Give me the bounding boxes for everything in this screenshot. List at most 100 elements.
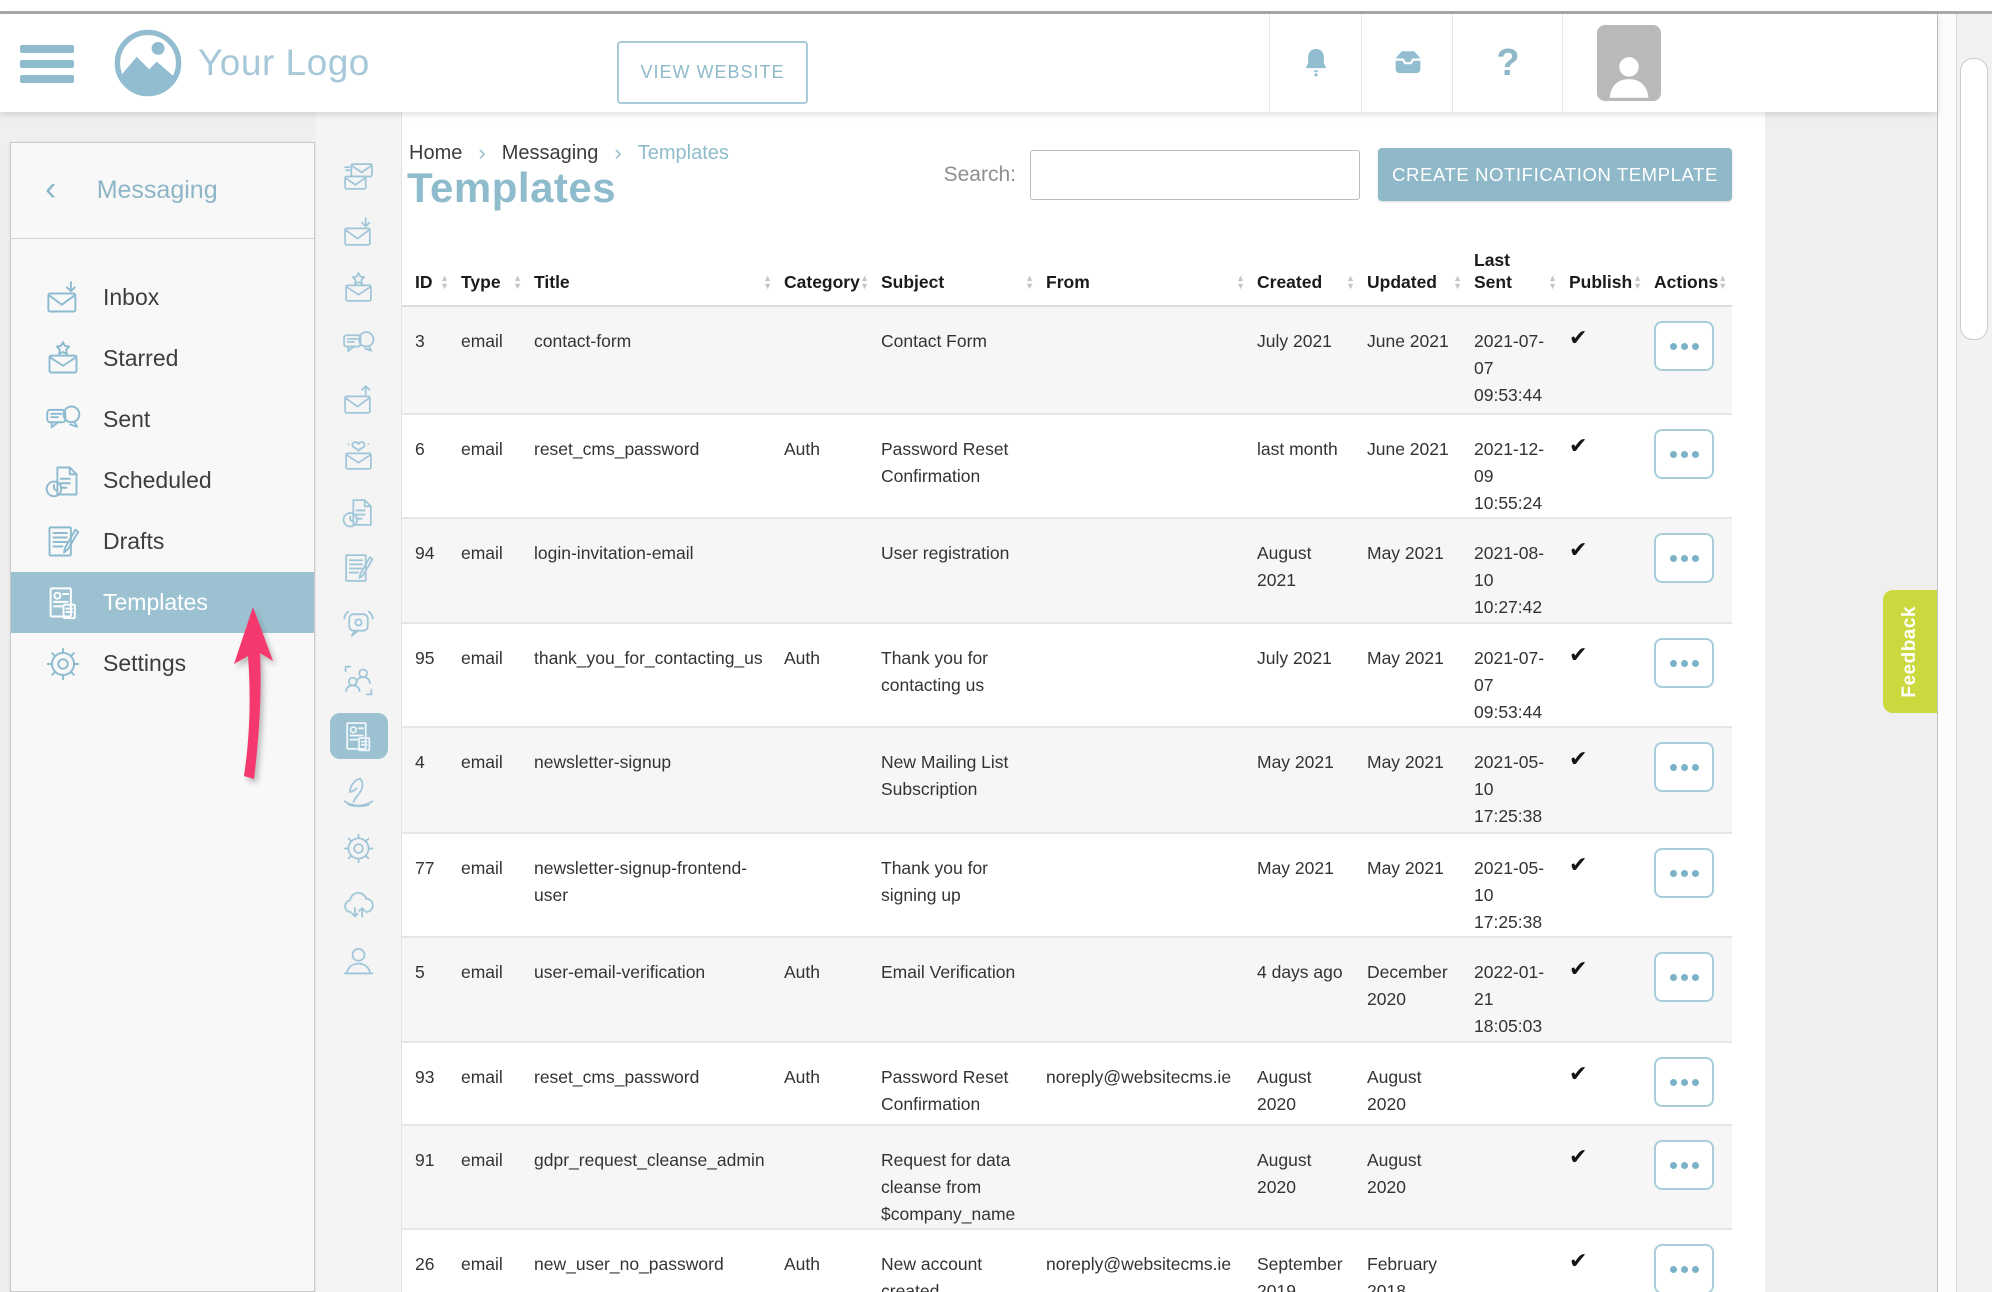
- sidebar-item-sent[interactable]: Sent: [11, 389, 314, 450]
- row-actions-button[interactable]: [1654, 429, 1714, 479]
- cell-from: [1046, 1126, 1257, 1228]
- row-actions-button[interactable]: [1654, 1244, 1714, 1292]
- column-header-publish[interactable]: Publish ▲ ▼: [1569, 272, 1642, 292]
- column-header-created[interactable]: Created ▲ ▼: [1257, 272, 1355, 292]
- settings-icon: [343, 833, 374, 863]
- cell-title: newsletter-signup-frontend-user: [534, 858, 748, 905]
- cell-title: new_user_no_password: [534, 1254, 724, 1274]
- rail-item-cloud-sync[interactable]: [330, 876, 388, 932]
- rail-item-outbox[interactable]: [330, 372, 388, 428]
- rail-item-contacts[interactable]: [330, 652, 388, 708]
- help-button[interactable]: ?: [1452, 14, 1563, 112]
- row-actions-button[interactable]: [1654, 533, 1714, 583]
- cell-from: [1046, 519, 1257, 622]
- create-notification-template-button[interactable]: CREATE NOTIFICATION TEMPLATE: [1378, 148, 1732, 201]
- sort-icon[interactable]: ▲ ▼: [513, 273, 522, 291]
- sort-icon[interactable]: ▲ ▼: [1453, 273, 1462, 291]
- cell-category: [784, 728, 881, 832]
- feedback-tab[interactable]: Feedback: [1883, 590, 1937, 713]
- scrollbar-thumb[interactable]: [1960, 58, 1988, 340]
- table-row: 5 email user-email-verification Auth Email V…: [402, 936, 1732, 1041]
- publish-check-icon: ✔: [1569, 1061, 1588, 1086]
- column-header-actions[interactable]: Actions ▲ ▼: [1654, 272, 1728, 292]
- inbox-tray-button[interactable]: [1361, 14, 1453, 112]
- column-header-category[interactable]: Category ▲ ▼: [784, 272, 869, 292]
- column-header-updated[interactable]: Updated ▲ ▼: [1367, 272, 1462, 292]
- cell-updated: May 2021: [1367, 752, 1444, 772]
- sidebar-item-starred[interactable]: Starred: [11, 328, 314, 389]
- app-header: Your Logo VIEW WEBSITE ?: [0, 14, 1937, 112]
- rail-item-messages[interactable]: [330, 148, 388, 204]
- search-input[interactable]: [1030, 149, 1360, 200]
- sidebar-item-settings[interactable]: Settings: [11, 633, 314, 694]
- breadcrumb-item-home[interactable]: Home: [409, 141, 463, 164]
- signature-icon: [343, 777, 374, 807]
- cell-id: 5: [415, 962, 425, 982]
- logo[interactable]: Your Logo: [112, 27, 370, 99]
- column-header-id[interactable]: ID ▲ ▼: [415, 272, 449, 292]
- cell-updated: August 2020: [1367, 1067, 1422, 1114]
- cell-created: July 2021: [1257, 648, 1332, 668]
- rail-item-sent[interactable]: [330, 316, 388, 372]
- sort-icon[interactable]: ▲ ▼: [1025, 273, 1034, 291]
- breadcrumb-item-templates[interactable]: Templates: [637, 141, 729, 164]
- settings-icon: [46, 647, 80, 680]
- rail-item-inbox[interactable]: [330, 204, 388, 260]
- sidebar-back[interactable]: ‹ Messaging: [11, 143, 314, 239]
- sidebar-item-inbox[interactable]: Inbox: [11, 267, 314, 328]
- rail-item-settings[interactable]: [330, 820, 388, 876]
- sort-icon[interactable]: ▲ ▼: [1346, 273, 1355, 291]
- column-header-from[interactable]: From ▲ ▼: [1046, 272, 1245, 292]
- cell-subject: Password Reset Confirmation: [881, 439, 1009, 486]
- cell-last_sent: 2021-05-10 17:25:38: [1474, 858, 1545, 932]
- row-actions-button[interactable]: [1654, 952, 1714, 1002]
- sort-icon[interactable]: ▲ ▼: [1548, 273, 1557, 291]
- sort-icon[interactable]: ▲ ▼: [1718, 273, 1728, 291]
- rail-item-favorites[interactable]: [330, 428, 388, 484]
- rail-item-scheduled[interactable]: [330, 484, 388, 540]
- rail-item-account[interactable]: [330, 932, 388, 988]
- rail-item-drafts[interactable]: [330, 540, 388, 596]
- rail-item-signature[interactable]: [330, 764, 388, 820]
- column-header-type[interactable]: Type ▲ ▼: [461, 272, 522, 292]
- row-actions-button[interactable]: [1654, 638, 1714, 688]
- cell-actions: [1654, 938, 1732, 1041]
- column-header-subject[interactable]: Subject ▲ ▼: [881, 272, 1034, 292]
- column-header-last-sent[interactable]: Last Sent ▲ ▼: [1474, 250, 1557, 292]
- cell-created: August 2020: [1257, 1150, 1312, 1197]
- row-actions-button[interactable]: [1654, 1140, 1714, 1190]
- cell-id: 77: [415, 858, 435, 878]
- sidebar-item-label: Starred: [103, 345, 179, 371]
- breadcrumb-item-messaging[interactable]: Messaging: [501, 141, 599, 164]
- view-website-button[interactable]: VIEW WEBSITE: [617, 41, 808, 104]
- sort-icon[interactable]: ▲ ▼: [860, 273, 869, 291]
- avatar[interactable]: [1597, 25, 1661, 101]
- notifications-button[interactable]: [1269, 14, 1362, 112]
- starred-icon: [345, 271, 372, 302]
- cell-actions: [1654, 1043, 1732, 1124]
- templates-icon: [49, 586, 76, 619]
- rail-item-starred[interactable]: [330, 260, 388, 316]
- row-actions-button[interactable]: [1654, 848, 1714, 898]
- sort-icon[interactable]: ▲ ▼: [1633, 273, 1642, 291]
- scrollbar[interactable]: [1957, 14, 1992, 1292]
- hamburger-menu-button[interactable]: [20, 45, 74, 83]
- row-actions-button[interactable]: [1654, 742, 1714, 792]
- publish-check-icon: ✔: [1569, 537, 1588, 562]
- sidebar-item-templates[interactable]: Templates: [11, 572, 314, 633]
- row-actions-button[interactable]: [1654, 321, 1714, 371]
- contacts-icon: [344, 665, 373, 695]
- cell-actions: [1654, 307, 1732, 413]
- row-actions-button[interactable]: [1654, 1057, 1714, 1107]
- rail-item-templates[interactable]: [329, 713, 388, 759]
- sidebar-item-scheduled[interactable]: Scheduled: [11, 450, 314, 511]
- sidebar-item-drafts[interactable]: Drafts: [11, 511, 314, 572]
- column-header-title[interactable]: Title ▲ ▼: [534, 272, 772, 292]
- sort-icon[interactable]: ▲ ▼: [440, 273, 449, 291]
- sort-icon[interactable]: ▲ ▼: [763, 273, 772, 291]
- sort-icon[interactable]: ▲ ▼: [1236, 273, 1245, 291]
- cell-from: [1046, 307, 1257, 413]
- cell-publish: ✔: [1569, 519, 1654, 622]
- cell-type: email: [461, 1150, 503, 1170]
- rail-item-broadcast[interactable]: [330, 596, 388, 652]
